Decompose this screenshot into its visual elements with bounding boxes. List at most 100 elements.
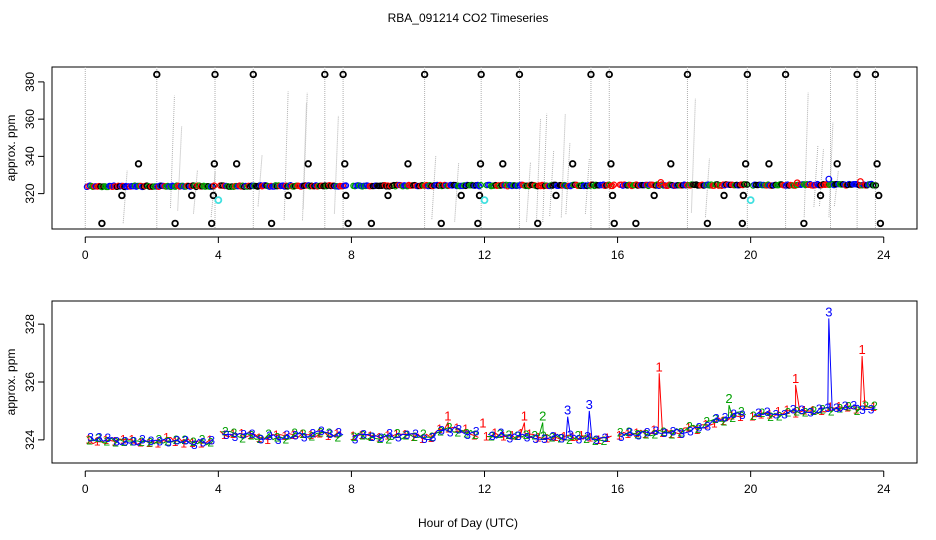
series-marker: 2 [411,430,418,444]
x-tick-label: 12 [478,482,492,496]
series-marker: 3 [704,419,711,433]
series-marker: 3 [240,427,247,441]
series-marker: 3 [223,428,230,442]
series-marker: 2 [557,432,564,446]
x-axis-label: Hour of Day (UTC) [418,516,518,530]
series-marker: 2 [836,401,843,415]
baseline-point [342,182,350,189]
trace-line [690,98,696,213]
trace-line [333,115,339,214]
spike-marker: 3 [586,397,593,412]
series-marker: 1 [350,429,357,443]
series-marker: 2 [871,399,878,413]
series-marker: 1 [853,402,860,416]
baseline-point [743,181,751,188]
series-marker: 3 [781,408,788,422]
series-marker: 2 [248,428,255,442]
x-tick-label: 20 [744,248,758,262]
x-tick-label: 0 [82,482,89,496]
x-tick-label: 24 [877,482,891,496]
spike-point [367,219,376,228]
baseline-point [193,183,200,191]
series-marker: 1 [766,408,773,422]
series-marker: 1 [129,433,136,447]
spike-point [304,160,312,168]
y-tick-label: 324 [23,430,37,450]
spike-point [118,191,126,200]
spike-point [98,219,106,228]
spike-point [871,70,880,79]
baseline-point [857,178,864,185]
trace-line [813,145,819,207]
series-marker: 1 [625,427,632,441]
series-marker: 2 [437,424,444,438]
series-marker: 3 [174,433,181,447]
series-marker: 2 [359,429,366,443]
series-marker: 2 [385,432,392,446]
series-marker: 1 [870,400,877,414]
series-marker: 1 [491,426,498,440]
baseline-point [793,179,801,187]
baseline-point [210,182,218,189]
spike-point [816,191,825,200]
series-marker: 2 [592,434,599,448]
spike-point [344,219,352,228]
series-marker: 3 [473,425,480,439]
series-marker: 3 [404,428,411,442]
series-marker: 3 [438,424,445,438]
spike-point [765,160,773,168]
spike-point [608,191,617,200]
series-marker: 1 [146,436,153,450]
spike-marker: 1 [479,416,486,431]
series-marker: 1 [230,427,237,441]
series-marker: 1 [264,433,271,447]
series-marker: 3 [113,435,120,449]
series-marker: 3 [139,433,146,447]
series-marker: 2 [190,435,197,449]
series-marker: 1 [711,417,718,431]
baseline-point [657,179,665,186]
y-axis-label: approx. ppm [4,115,18,182]
series-marker: 1 [120,433,127,447]
series-marker: 1 [737,410,744,424]
spike-point [738,219,747,228]
series-marker: 2 [455,425,462,439]
series-marker: 3 [412,427,419,441]
series-marker: 3 [739,408,746,422]
series-line [354,426,477,441]
series-marker: 3 [799,403,806,417]
series-marker: 2 [845,399,852,413]
series-marker: 3 [850,398,857,412]
series-marker: 2 [334,430,341,444]
spike-point [437,219,445,228]
series-marker: 2 [222,425,229,439]
spike-point [153,70,161,79]
baseline-point [654,181,661,188]
trace-line [818,149,824,207]
baseline-point [404,182,411,190]
series-marker: 3 [87,430,94,444]
series-marker: 2 [738,405,745,419]
series-line [487,422,609,442]
trace-line [803,92,809,218]
series-marker: 2 [643,427,650,441]
spike-marker: 1 [858,342,865,357]
x-tick-label: 8 [348,482,355,496]
series-marker: 2 [729,411,736,425]
series-marker: 2 [420,427,427,441]
spike-point [210,160,219,168]
spike-point [232,160,241,168]
series-marker: 2 [540,429,547,443]
spike-point [800,219,808,228]
x-tick-label: 0 [82,248,89,262]
series-marker: 3 [567,428,574,442]
spike-point [249,70,257,79]
series-marker: 2 [394,427,401,441]
spike-point [475,191,484,200]
x-tick-label: 4 [215,482,222,496]
y-tick-label: 320 [23,183,37,203]
spike-point [171,219,179,228]
spike-point [743,70,752,79]
series-marker: 1 [103,433,110,447]
series-marker: 1 [775,405,782,419]
